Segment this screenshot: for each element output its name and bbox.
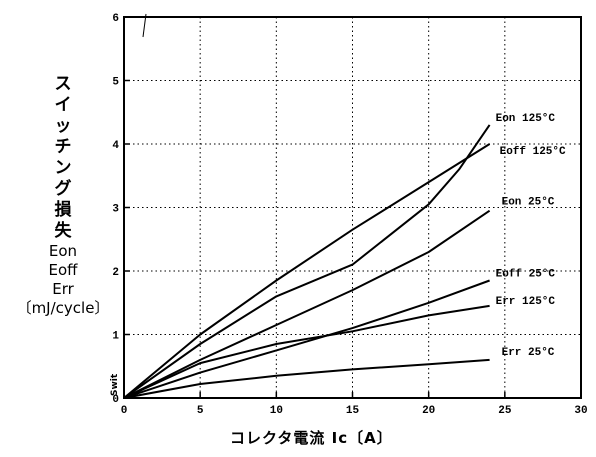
ylabel-symbol-eon: Eon bbox=[48, 242, 78, 260]
y-tick-label: 3 bbox=[112, 204, 119, 216]
series-line bbox=[123, 304, 490, 399]
x-tick-label: 20 bbox=[422, 405, 435, 417]
y-axis-label: ス イ ッ チ ン グ 損 失 Eon Eoff Err 〔mJ/cycle〕 bbox=[2, 74, 124, 318]
y-tick-label: 0 bbox=[112, 394, 119, 406]
ylabel-char: グ bbox=[54, 179, 72, 199]
series-label: Eoff 125°C bbox=[500, 146, 566, 158]
grid bbox=[124, 17, 581, 398]
series-line bbox=[123, 209, 491, 399]
x-tick-label: 25 bbox=[498, 405, 512, 417]
x-tick-label: 5 bbox=[197, 405, 204, 417]
y-tick-label: 4 bbox=[112, 140, 119, 152]
series-label: Eoff 25°C bbox=[496, 269, 556, 281]
y-tick-label: 5 bbox=[112, 77, 119, 89]
series-lines bbox=[123, 124, 491, 399]
ylabel-char: 失 bbox=[54, 221, 72, 241]
axis-corner-label: Swit bbox=[110, 373, 120, 396]
ylabel-char: ン bbox=[54, 158, 72, 178]
y-tick-label: 1 bbox=[112, 331, 119, 343]
series-label: Eon 25°C bbox=[502, 197, 555, 209]
ylabel-symbol-err: Err bbox=[52, 280, 74, 298]
x-tick-label: 30 bbox=[574, 405, 587, 417]
series-line bbox=[123, 279, 490, 399]
series-labels: Eon 125°C Eoff 125°C Eon 25°C Eoff 25°C Err … bbox=[496, 113, 566, 359]
ylabel-char: ッ bbox=[54, 116, 72, 136]
series-line bbox=[123, 143, 491, 399]
ylabel-char: チ bbox=[54, 137, 72, 157]
series-label: Err 125°C bbox=[496, 296, 556, 308]
x-tick-label: 0 bbox=[121, 405, 128, 417]
y-tick-label: 2 bbox=[112, 267, 119, 279]
series-label: Err 25°C bbox=[502, 347, 555, 359]
y-tick-label: 6 bbox=[112, 13, 119, 25]
ylabel-char: イ bbox=[54, 95, 72, 115]
series-line bbox=[123, 358, 490, 399]
stray-pen-mark bbox=[142, 13, 147, 38]
series-label: Eon 125°C bbox=[496, 113, 556, 125]
ylabel-unit: 〔mJ/cycle〕 bbox=[16, 299, 110, 317]
x-tick-label: 10 bbox=[270, 405, 283, 417]
series-line bbox=[123, 124, 491, 399]
x-tick-label: 15 bbox=[346, 405, 360, 417]
ylabel-symbol-eoff: Eoff bbox=[48, 261, 78, 279]
x-axis-label: コレクタ電流 Ic〔A〕 bbox=[230, 429, 393, 447]
ylabel-char: 損 bbox=[54, 200, 72, 220]
ylabel-char: ス bbox=[54, 74, 72, 94]
axis-ticks: 0 5 10 15 20 25 30 0 1 2 3 4 5 6 bbox=[112, 13, 587, 417]
